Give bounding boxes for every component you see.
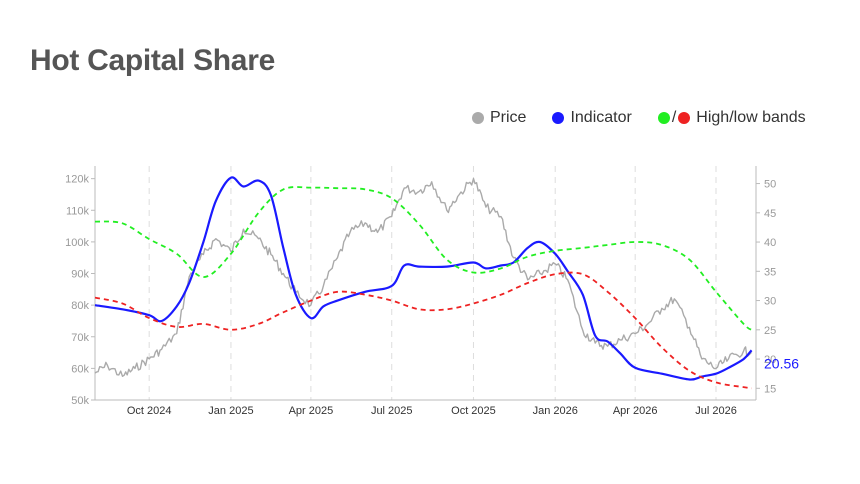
- legend-dot-indicator: [552, 112, 565, 124]
- y-right-tick-label: 45: [764, 208, 776, 220]
- y-right-tick-label: 50: [764, 179, 776, 191]
- legend-item-price[interactable]: Price: [472, 109, 526, 127]
- legend-item-bands[interactable]: / High/low bands: [657, 109, 806, 127]
- legend-slash: /: [671, 109, 677, 126]
- y-left-tick-label: 110k: [66, 205, 90, 217]
- y-right-tick-label: 40: [764, 237, 776, 249]
- low-band-line: [94, 271, 752, 390]
- y-left-tick-label: 100k: [65, 237, 89, 249]
- legend-item-indicator[interactable]: Indicator: [552, 109, 632, 127]
- y-right-tick-label: 15: [764, 383, 776, 395]
- x-tick-label: Apr 2026: [613, 405, 658, 417]
- legend-label-bands: High/low bands: [696, 109, 806, 126]
- x-tick-label: Jul 2026: [695, 405, 737, 417]
- legend-label-price: Price: [490, 109, 527, 126]
- high-band-line: [94, 186, 753, 331]
- y-left-tick-label: 50k: [71, 395, 89, 407]
- x-tick-label: Jan 2026: [533, 405, 578, 417]
- x-tick-label: Jul 2025: [371, 405, 413, 417]
- legend-dot-high-band: [657, 112, 670, 124]
- y-left-tick-label: 80k: [71, 300, 89, 312]
- y-right-tick-label: 25: [764, 325, 776, 337]
- price-line: [94, 177, 752, 377]
- x-tick-label: Oct 2025: [451, 405, 496, 417]
- legend-label-indicator: Indicator: [570, 109, 632, 126]
- y-right-tick-label: 20: [764, 354, 776, 366]
- legend-dot-price: [472, 112, 484, 124]
- x-tick-label: Jan 2025: [208, 405, 253, 417]
- legend: Price Indicator / High/low bands: [472, 109, 806, 127]
- x-tick-label: Oct 2024: [127, 405, 172, 417]
- y-left-tick-label: 120k: [65, 174, 89, 186]
- y-right-tick-label: 35: [764, 266, 776, 278]
- chart-title: Hot Capital Share: [30, 44, 275, 77]
- legend-dot-low-band: [678, 112, 691, 124]
- indicator-line: [94, 176, 753, 381]
- y-right-tick-label: 30: [764, 296, 776, 308]
- y-left-tick-label: 90k: [71, 269, 89, 281]
- y-left-tick-label: 70k: [71, 332, 89, 344]
- x-tick-label: Apr 2025: [289, 405, 334, 417]
- indicator-last-value-label: 20.56: [764, 355, 799, 371]
- y-left-tick-label: 60k: [71, 363, 89, 375]
